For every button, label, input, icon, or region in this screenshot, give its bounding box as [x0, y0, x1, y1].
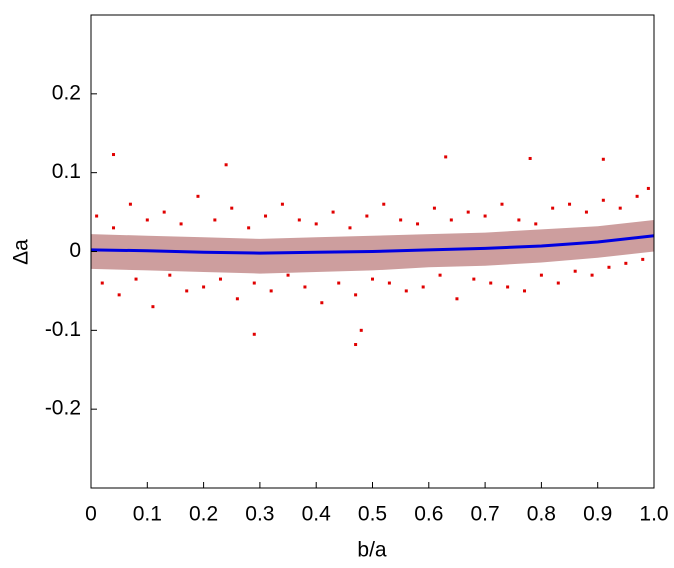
scatter-point — [269, 289, 273, 293]
scatter-point — [365, 214, 369, 218]
scatter-point — [432, 206, 436, 210]
scatter-point — [641, 257, 645, 261]
x-axis-title: b/a — [357, 539, 387, 562]
scatter-point — [354, 343, 358, 347]
scatter-point — [196, 194, 200, 198]
scatter-point — [224, 163, 228, 167]
scatter-point — [438, 273, 442, 277]
scatter-point — [421, 285, 425, 289]
scatter-point — [230, 206, 234, 210]
scatter-point — [303, 285, 307, 289]
band-area — [91, 219, 654, 274]
scatter-point — [624, 261, 628, 265]
scatter-point — [218, 277, 222, 281]
scatter-point — [489, 281, 493, 285]
y-tick-label: 0.2 — [52, 81, 81, 104]
scatter-point — [337, 281, 341, 285]
scatter-point — [590, 273, 594, 277]
scatter-point — [331, 210, 335, 214]
scatter-point — [584, 210, 588, 214]
scatter-point — [500, 202, 504, 206]
scatter-point — [264, 214, 268, 218]
scatter-point — [455, 297, 459, 301]
scatter-point — [601, 157, 605, 161]
x-tick-label: 0.9 — [583, 503, 612, 526]
scatter-point — [534, 222, 538, 226]
x-tick-label: 0.5 — [358, 503, 387, 526]
scatter-point — [280, 202, 284, 206]
scatter-point — [128, 202, 132, 206]
plot — [90, 153, 655, 347]
scatter-point — [573, 269, 577, 273]
y-axis-title: Δa — [10, 239, 33, 265]
scatter-point — [112, 153, 116, 157]
x-tick-label: 0.2 — [189, 503, 218, 526]
scatter-point — [162, 210, 166, 214]
scatter-point — [607, 265, 611, 269]
scatter-point — [151, 305, 155, 309]
x-tick-label: 0.6 — [414, 503, 443, 526]
x-tick-label: 0.4 — [302, 503, 332, 526]
scatter-point — [179, 222, 183, 226]
scatter-point — [646, 186, 650, 190]
scatter-point — [551, 206, 555, 210]
scatter-point — [134, 277, 138, 281]
scatter-point — [382, 202, 386, 206]
scatter-point — [185, 289, 189, 293]
scatter-point — [297, 218, 301, 222]
scatter-point — [568, 202, 572, 206]
y-tick-label: 0 — [69, 239, 81, 262]
x-tick-label: 0.8 — [527, 503, 556, 526]
scatter-point — [387, 281, 391, 285]
scatter-point — [348, 226, 352, 230]
scatter-point — [399, 218, 403, 222]
y-tick-label: 0.1 — [52, 160, 81, 183]
scatter-point — [213, 218, 217, 222]
scatter-point — [449, 218, 453, 222]
mean-line — [90, 234, 655, 255]
scatter-point — [444, 155, 448, 159]
scatter-point — [523, 289, 527, 293]
scatter-point — [506, 285, 510, 289]
y-tick-label: -0.2 — [45, 397, 81, 420]
scatter-point — [168, 273, 172, 277]
scatter-point — [314, 222, 318, 226]
scatter-point — [252, 332, 256, 336]
scatter-point — [528, 156, 532, 160]
scatter-point — [371, 277, 374, 281]
scatter-point — [618, 206, 622, 210]
x-tick-label: 0.3 — [245, 503, 274, 526]
scatter-point — [472, 277, 476, 281]
scatter-point — [483, 214, 487, 218]
y-tick-label: -0.1 — [45, 318, 81, 341]
scatter-point — [286, 273, 290, 277]
scatter-point — [112, 226, 116, 230]
x-tick-label: 0.7 — [470, 503, 499, 526]
scatter-point — [466, 210, 470, 214]
scatter-point — [556, 281, 560, 285]
scatter-point — [354, 293, 358, 297]
scatter-point — [404, 289, 408, 293]
scatter-point — [95, 214, 99, 218]
x-tick-label: 0 — [85, 503, 97, 526]
x-tick-label: 0.1 — [133, 503, 162, 526]
scatter-point — [635, 194, 639, 198]
scatter-point — [517, 218, 521, 222]
scatter-point — [359, 328, 363, 332]
scatter-point — [100, 281, 104, 285]
scatter-point — [117, 293, 121, 297]
scatter-point — [539, 273, 543, 277]
scatter-point — [416, 222, 420, 226]
x-tick-label: 1.0 — [639, 503, 668, 526]
scatter-point — [202, 285, 206, 289]
scatter-point — [145, 218, 149, 222]
scatter-point — [235, 297, 239, 301]
scatter-point — [320, 301, 324, 305]
scatter-point — [252, 281, 256, 285]
scatter-point — [601, 198, 605, 202]
scatter-point — [247, 226, 251, 230]
